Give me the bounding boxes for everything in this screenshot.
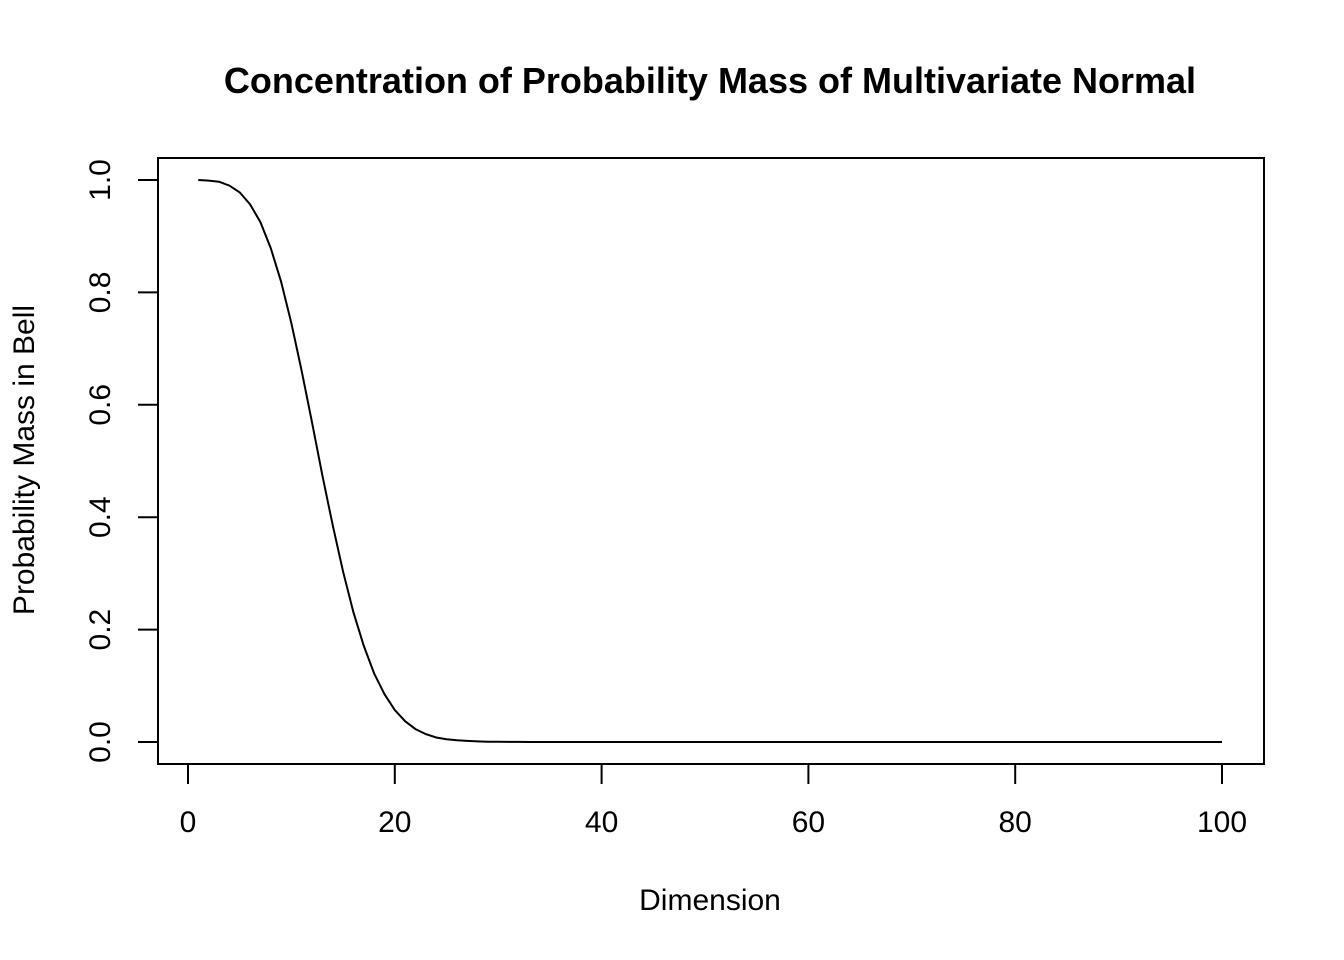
x-tick-label: 60	[792, 806, 825, 839]
y-tick-label: 0.8	[84, 272, 117, 314]
y-tick-label: 0.6	[84, 384, 117, 426]
x-axis-label: Dimension	[639, 884, 781, 917]
y-axis: 0.0 0.2 0.4 0.6 0.8 1.0	[84, 159, 159, 763]
series-layer	[198, 179, 1222, 743]
y-tick-label: 0.2	[84, 609, 117, 651]
plot-frame	[157, 157, 1265, 765]
series-line	[198, 179, 1222, 743]
y-tick-label: 0.4	[84, 496, 117, 538]
x-axis: 0 20 40 60 80 100	[180, 763, 1247, 839]
y-tick-label: 1.0	[84, 159, 117, 201]
x-tick-label: 20	[378, 806, 411, 839]
x-tick-label: 40	[585, 806, 618, 839]
y-tick-label: 0.0	[84, 721, 117, 763]
y-axis-label: Probability Mass in Bell	[8, 305, 41, 615]
x-tick-label: 80	[999, 806, 1032, 839]
chart-title: Concentration of Probability Mass of Mul…	[224, 60, 1196, 101]
x-tick-label: 0	[180, 806, 197, 839]
x-tick-label: 100	[1197, 806, 1247, 839]
